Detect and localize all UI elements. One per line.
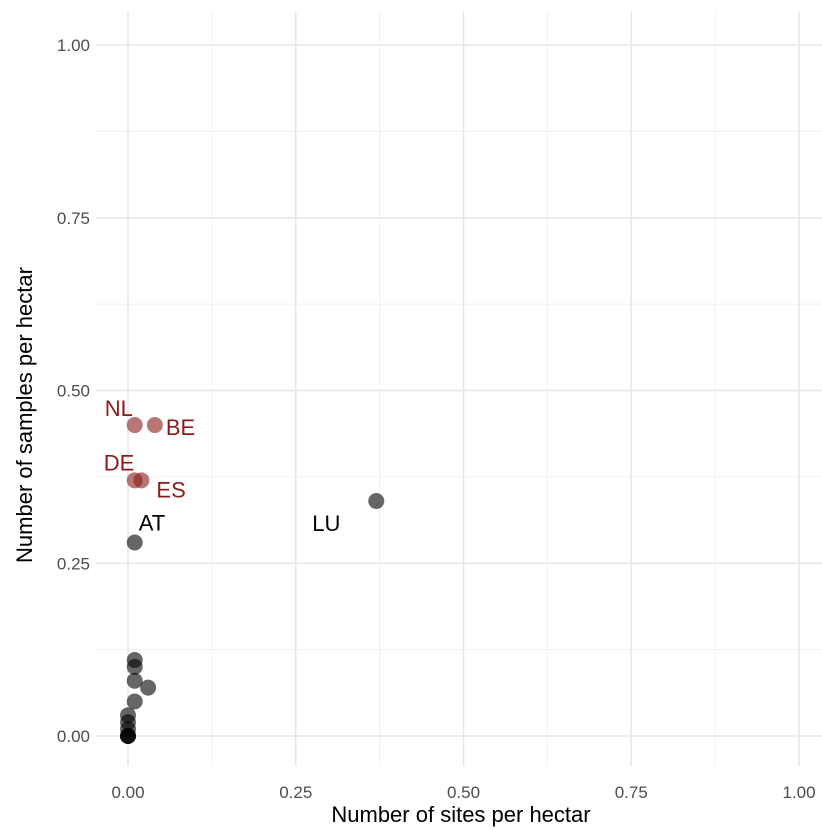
minor-gridlines — [96, 12, 822, 766]
data-point — [146, 417, 163, 434]
x-tick-label: 1.00 — [782, 783, 815, 802]
data-point — [126, 658, 143, 675]
data-point — [126, 672, 143, 689]
data-point — [126, 693, 143, 710]
data-point — [126, 534, 143, 551]
x-tick-labels: 0.00 0.25 0.50 0.75 1.00 — [111, 783, 815, 802]
point-label: LU — [312, 511, 340, 536]
y-tick-label: 0.25 — [57, 554, 90, 573]
point-label: ES — [156, 477, 185, 502]
y-tick-label: 0.00 — [57, 727, 90, 746]
data-point — [126, 417, 143, 434]
data-points — [120, 417, 385, 744]
point-label: NL — [105, 396, 133, 421]
data-point — [140, 679, 157, 696]
point-label: DE — [104, 450, 135, 475]
x-tick-label: 0.25 — [279, 783, 312, 802]
data-point — [120, 728, 136, 744]
point-label: AT — [139, 511, 165, 536]
x-tick-label: 0.50 — [447, 783, 480, 802]
y-tick-labels: 0.00 0.25 0.50 0.75 1.00 — [57, 36, 90, 746]
point-labels: NL BE DE ES AT LU — [104, 396, 341, 536]
y-tick-label: 0.75 — [57, 209, 90, 228]
y-tick-label: 1.00 — [57, 36, 90, 55]
major-gridlines — [96, 12, 822, 766]
data-point — [133, 472, 150, 489]
point-label: BE — [166, 415, 195, 440]
x-axis-title: Number of sites per hectar — [331, 802, 590, 827]
x-tick-label: 0.00 — [111, 783, 144, 802]
data-point — [368, 493, 385, 510]
y-axis-title: Number of samples per hectar — [12, 267, 37, 563]
x-tick-label: 0.75 — [615, 783, 648, 802]
y-tick-label: 0.50 — [57, 382, 90, 401]
